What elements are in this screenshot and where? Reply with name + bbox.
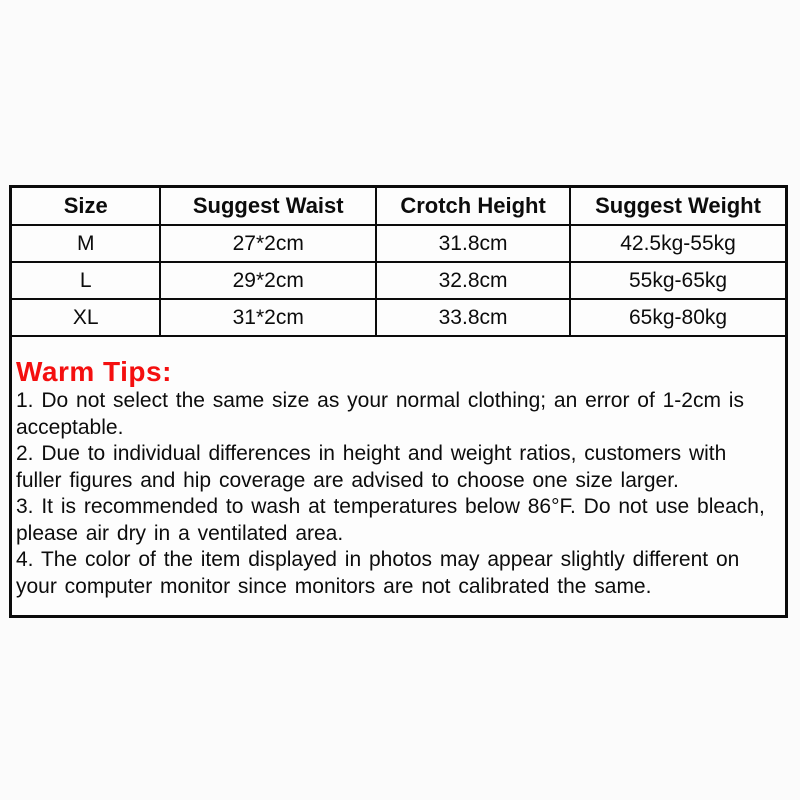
tip-line-1b: acceptable. — [16, 415, 124, 439]
cell-weight: 65kg-80kg — [570, 299, 785, 337]
col-header-size: Size — [12, 188, 162, 226]
tip-line-3b: please air dry in a ventilated area. — [16, 521, 344, 545]
tip-line-3a: 3. It is recommended to wash at temperat… — [16, 495, 765, 518]
warm-tips-section: Warm Tips: 1. Do not select the same siz… — [12, 356, 785, 600]
cell-size: L — [12, 262, 162, 300]
size-chart-table: Size Suggest Waist Crotch Height Suggest… — [12, 188, 785, 337]
col-header-suggest-waist: Suggest Waist — [160, 188, 378, 226]
cell-waist: 27*2cm — [160, 225, 378, 263]
tip-line-2a: 2. Due to individual differences in heig… — [16, 442, 727, 465]
cell-weight: 55kg-65kg — [570, 262, 785, 300]
tip-line-2b: fuller figures and hip coverage are advi… — [16, 468, 679, 492]
cell-weight: 42.5kg-55kg — [570, 225, 785, 263]
table-row-l: L 29*2cm 32.8cm 55kg-65kg — [12, 262, 785, 300]
tip-line-4b: your computer monitor since monitors are… — [16, 574, 652, 598]
cell-waist: 29*2cm — [160, 262, 378, 300]
col-header-suggest-weight: Suggest Weight — [570, 188, 785, 226]
cell-size: XL — [12, 299, 162, 337]
table-header-row: Size Suggest Waist Crotch Height Suggest… — [12, 188, 785, 226]
tip-line-1a: 1. Do not select the same size as your n… — [16, 389, 744, 412]
col-header-crotch-height: Crotch Height — [376, 188, 572, 226]
cell-crotch-height: 32.8cm — [376, 262, 572, 300]
tip-line-4a: 4. The color of the item displayed in ph… — [16, 548, 740, 571]
cell-crotch-height: 31.8cm — [376, 225, 572, 263]
table-row-xl: XL 31*2cm 33.8cm 65kg-80kg — [12, 299, 785, 337]
cell-crotch-height: 33.8cm — [376, 299, 572, 337]
warm-tips-title: Warm Tips: — [16, 356, 172, 387]
table-row-m: M 27*2cm 31.8cm 42.5kg-55kg — [12, 225, 785, 263]
cell-waist: 31*2cm — [160, 299, 378, 337]
size-chart-box: Size Suggest Waist Crotch Height Suggest… — [9, 185, 788, 618]
cell-size: M — [12, 225, 162, 263]
